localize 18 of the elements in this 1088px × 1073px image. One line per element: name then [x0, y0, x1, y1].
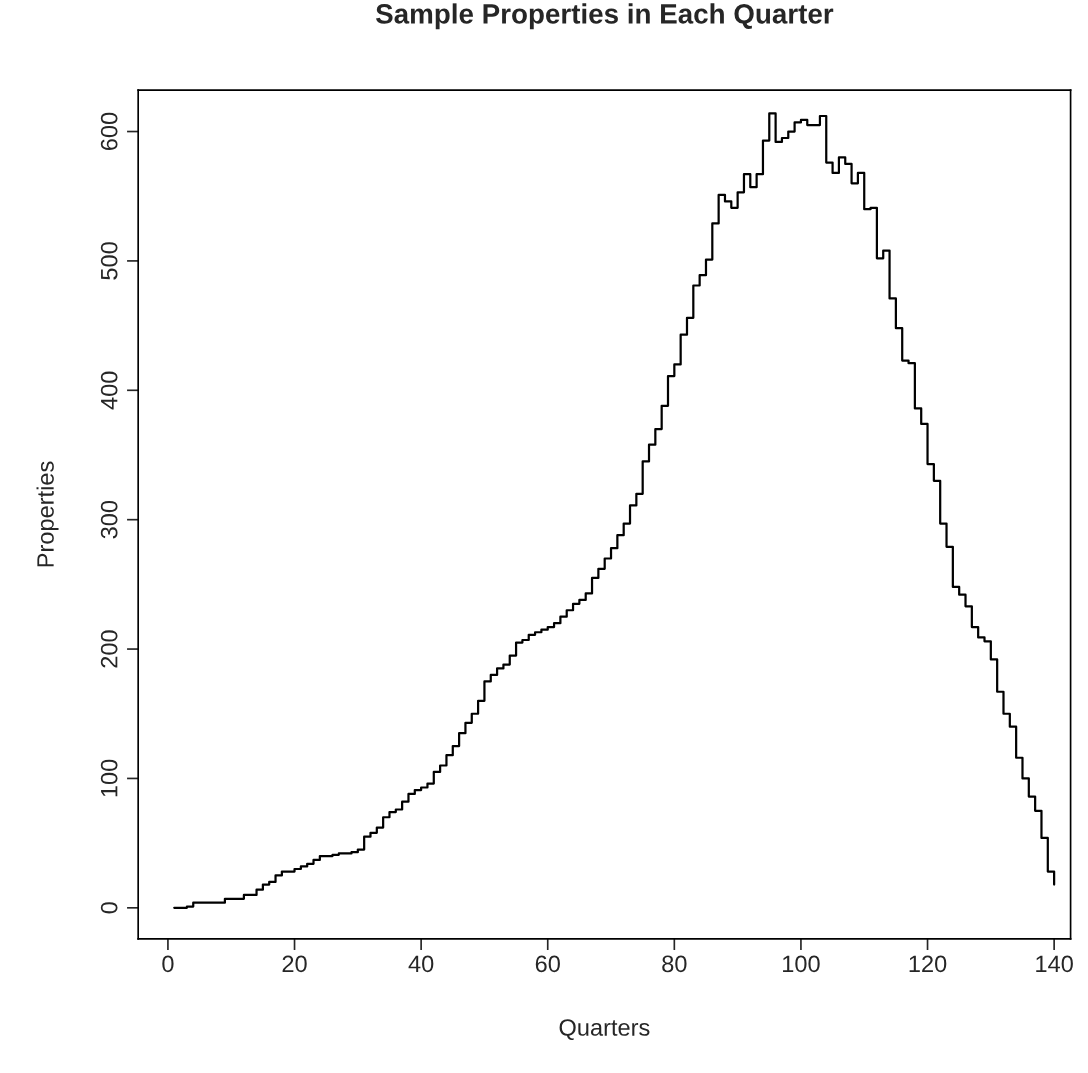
y-tick-label: 600 [100, 112, 118, 151]
y-tick-label: 500 [100, 242, 118, 280]
x-tick-label: 60 [535, 955, 560, 973]
y-tick-label: 0 [100, 902, 118, 914]
y-tick-label: 200 [100, 630, 118, 668]
y-axis-title: Properties [36, 461, 59, 567]
y-tick-label: 100 [100, 759, 118, 797]
x-tick-label: 20 [282, 955, 307, 973]
y-tick-label: 400 [100, 371, 118, 410]
y-tick-label: 300 [100, 500, 118, 539]
chart-title: Sample Properties in Each Quarter [375, 3, 834, 30]
x-tick-label: 140 [1036, 955, 1073, 973]
x-tick-label: 100 [783, 955, 820, 973]
x-tick-label: 0 [162, 955, 174, 973]
x-axis-title: Quarters [559, 1019, 650, 1041]
x-tick-label: 80 [662, 955, 687, 973]
x-tick-label: 120 [909, 955, 947, 973]
x-tick-label: 40 [408, 955, 434, 973]
